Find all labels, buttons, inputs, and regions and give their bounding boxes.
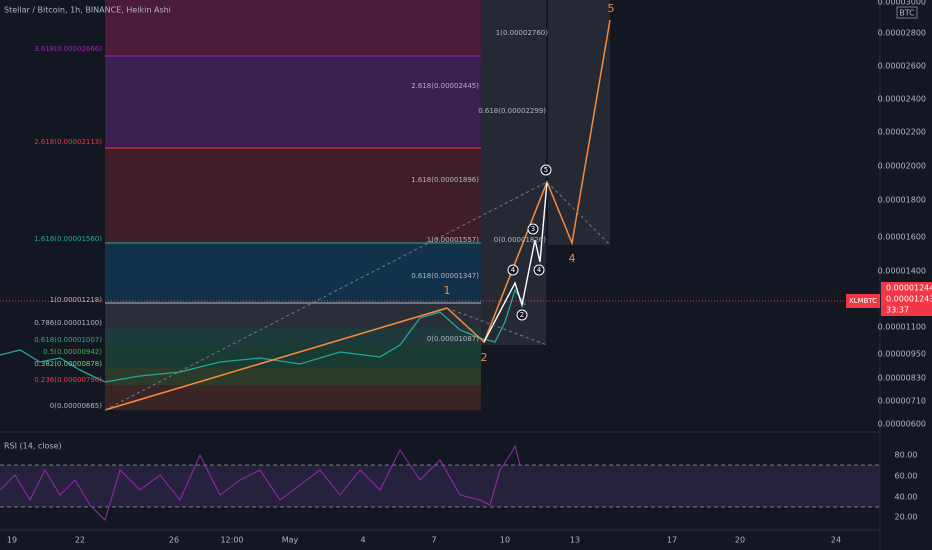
band [105, 368, 481, 385]
unit-label: BTC [899, 9, 915, 18]
fib-label: 2.618(0.00002113) [34, 138, 102, 146]
price-label: 0.00002600 [878, 62, 926, 71]
rsi-label: 80.00 [895, 451, 918, 460]
price-label: 0.00001800 [878, 196, 926, 205]
date-label: May [282, 536, 299, 545]
wave-trend [104, 181, 548, 411]
fib-label: 1(0.00001218) [50, 296, 102, 304]
wave-label: 2 [481, 351, 488, 364]
band [105, 56, 481, 148]
wave-label: 4 [569, 252, 576, 265]
rsi-series [0, 444, 521, 521]
subwave-circle [527, 223, 539, 235]
band [105, 385, 481, 410]
rsi-label: 20.00 [895, 513, 918, 522]
drawings [0, 19, 611, 411]
price-label: 0.00000710 [878, 397, 926, 406]
band [105, 0, 481, 56]
last-price-tag [881, 282, 932, 316]
wave-label: 5 [608, 2, 615, 15]
fib-label: 0.786(0.00001100) [34, 319, 102, 327]
unit-box [896, 6, 918, 19]
date-label: 10 [500, 536, 510, 545]
fib-label: 0.618(0.00001007) [34, 336, 102, 344]
price-label: 0.00001100 [878, 323, 926, 332]
price-label: 0.00002200 [878, 128, 926, 137]
fib-label: 0.382(0.00000878) [34, 360, 102, 368]
price-label: 0.00002400 [878, 95, 926, 104]
fib-label: 0(0.00001087) [427, 335, 479, 343]
subwave-label: 4 [511, 266, 516, 274]
date-label: 17 [667, 536, 677, 545]
subwave-label: 5 [544, 166, 548, 174]
fib-label: 0(0.00001826) [494, 236, 546, 244]
symbol-tag [846, 294, 880, 308]
subwave-circle [507, 264, 519, 276]
price-label: 0.00001600 [878, 233, 926, 242]
guide-lines [104, 181, 611, 411]
fib-label: 1.618(0.00001560) [34, 235, 102, 243]
last-price: 0.00001244 [886, 284, 932, 293]
price-series [0, 288, 526, 383]
price-label: 0.00002000 [878, 162, 926, 171]
band [105, 243, 481, 303]
rsi-title: RSI (14, close) [4, 442, 62, 451]
fib-label: 1(0.00001557) [427, 236, 479, 244]
band [105, 148, 481, 243]
price-label: 0.00000950 [878, 350, 926, 359]
band [105, 346, 481, 368]
band [105, 303, 481, 328]
price-label: 0.00000600 [878, 420, 926, 429]
rsi-band [0, 465, 880, 507]
date-label: 7 [431, 536, 436, 545]
price-label: 0.00003000 [878, 0, 926, 7]
fib-label: 1.618(0.00001896) [411, 176, 479, 184]
subwave-circle [533, 264, 545, 276]
band [105, 328, 481, 346]
fib-label: 0(0.00000665) [50, 402, 102, 410]
price-label: 0.00002800 [878, 29, 926, 38]
price-label: 0.00000830 [878, 374, 926, 383]
date-label: 26 [169, 536, 179, 545]
rsi-label: 40.00 [895, 493, 918, 502]
fib-label: 0.618(0.00001347) [411, 272, 479, 280]
subwave-label: 2 [520, 311, 524, 319]
subwave-path [483, 181, 548, 343]
last-price: 33:37 [886, 306, 909, 315]
band [481, 0, 546, 345]
fib-label: 2.618(0.00002445) [411, 82, 479, 90]
date-label: 19 [7, 536, 17, 545]
last-price: 0.00001243 [886, 295, 932, 304]
fib-label: 0.5(0.00000942) [43, 348, 102, 356]
fib-label: 1(0.00002760) [496, 29, 548, 37]
rsi-label: 60.00 [895, 472, 918, 481]
price-label: 0.00001400 [878, 267, 926, 276]
date-label: 20 [735, 536, 745, 545]
subwave-circle [516, 309, 528, 321]
subwave-label: 4 [537, 266, 542, 274]
date-label: 12:00 [220, 536, 243, 545]
wave-label: 1 [444, 284, 451, 297]
date-label: 22 [75, 536, 85, 545]
fib-label: 3.618(0.00002666) [34, 45, 102, 53]
symbol-label: XLMBTC [849, 297, 877, 305]
date-label: 4 [360, 536, 365, 545]
date-label: 24 [831, 536, 841, 545]
fib-bands [0, 0, 880, 410]
subwave-label: 3 [531, 225, 535, 233]
fib-label: 0.236(0.00000796) [34, 376, 102, 384]
subwave-circle [540, 164, 552, 176]
chart-title: Stellar / Bitcoin, 1h, BINANCE, Heikin A… [4, 6, 171, 15]
fib-label: 0.618(0.00002299) [478, 107, 546, 115]
date-label: 13 [570, 536, 580, 545]
